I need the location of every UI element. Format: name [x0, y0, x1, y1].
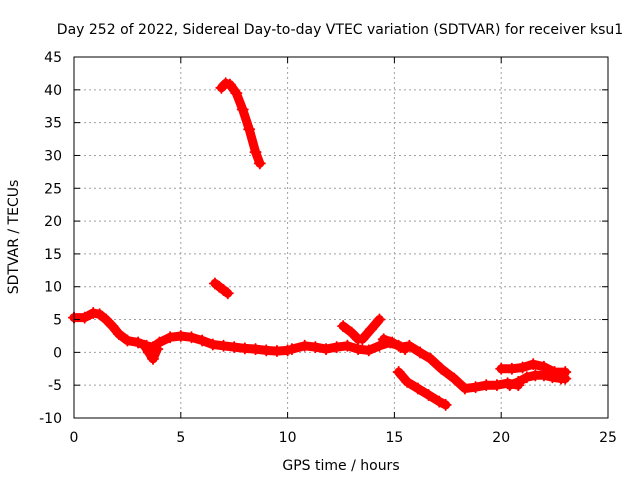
data-point	[260, 344, 273, 357]
data-point	[309, 341, 322, 354]
data-point	[495, 362, 508, 375]
data-point	[505, 362, 518, 375]
data-point	[527, 358, 540, 371]
data-point	[221, 287, 234, 300]
y-tick-label: 15	[44, 247, 62, 263]
data-point	[223, 78, 236, 91]
data-point	[185, 331, 198, 344]
data-point	[364, 323, 377, 336]
data-point	[377, 333, 390, 346]
data-point	[403, 339, 416, 352]
chart-title: Day 252 of 2022, Sidereal Day-to-day VTE…	[57, 22, 623, 38]
x-tick-label: 5	[176, 430, 185, 446]
data-point	[249, 146, 262, 159]
data-point	[422, 389, 435, 402]
y-tick-label: 25	[44, 181, 62, 197]
data-point	[87, 306, 100, 319]
data-point	[386, 336, 399, 349]
data-point	[458, 382, 471, 395]
y-tick-label: 5	[53, 313, 62, 329]
data-point	[151, 343, 164, 356]
data-point	[345, 326, 358, 339]
plot-frame	[73, 56, 609, 419]
y-tick-label: 35	[44, 116, 62, 132]
data-point	[78, 311, 91, 324]
data-point	[439, 398, 452, 411]
data-point	[249, 343, 262, 356]
data-point	[356, 333, 369, 346]
data-point	[546, 371, 559, 384]
data-point	[392, 366, 405, 379]
data-point	[100, 313, 113, 326]
data-point	[93, 308, 106, 321]
series-track	[210, 278, 233, 298]
y-tick-label: 0	[53, 345, 62, 361]
x-tick-label: 20	[492, 430, 510, 446]
y-tick-label: -5	[48, 378, 62, 394]
data-point	[480, 379, 493, 392]
y-tick-label: 10	[44, 280, 62, 296]
data-point	[230, 87, 243, 100]
series-layer	[68, 77, 572, 411]
data-point	[520, 371, 533, 384]
data-point	[142, 346, 155, 359]
data-point	[106, 320, 119, 333]
data-point	[132, 336, 145, 349]
data-point	[401, 375, 414, 388]
data-point	[164, 331, 177, 344]
data-point	[537, 369, 550, 382]
data-point	[559, 372, 572, 385]
data-point	[174, 329, 187, 342]
data-point	[373, 313, 386, 326]
y-axis-label: SDTVAR / TECUs	[6, 180, 22, 295]
data-point	[196, 334, 209, 347]
y-tick-label: 20	[44, 214, 62, 230]
data-point	[270, 345, 283, 358]
data-point	[138, 339, 151, 352]
data-point	[341, 339, 354, 352]
x-tick-label: 25	[599, 430, 617, 446]
data-point	[414, 346, 427, 359]
data-point	[433, 395, 446, 408]
data-point	[512, 375, 525, 388]
data-point	[411, 382, 424, 395]
x-tick-label: 0	[70, 430, 79, 446]
data-point	[298, 339, 311, 352]
data-point	[238, 342, 251, 355]
data-point	[469, 381, 482, 394]
data-point	[394, 341, 407, 354]
data-point	[352, 343, 365, 356]
data-point	[448, 372, 461, 385]
data-point	[503, 379, 516, 392]
data-point	[121, 334, 134, 347]
data-point	[228, 341, 241, 354]
data-point	[253, 157, 266, 170]
data-point	[285, 343, 298, 356]
data-point	[516, 361, 529, 374]
x-tick-label: 15	[385, 430, 403, 446]
data-point	[373, 339, 386, 352]
y-tick-label: 45	[44, 50, 62, 66]
data-point	[243, 123, 256, 136]
y-tick-label: -10	[39, 411, 62, 427]
series-track	[140, 341, 162, 364]
data-point	[147, 352, 160, 365]
data-point	[435, 362, 448, 375]
x-tick-label: 10	[279, 430, 297, 446]
y-tick-label: 40	[44, 83, 62, 99]
x-axis-label: GPS time / hours	[282, 458, 399, 474]
data-point	[424, 352, 437, 365]
data-point	[337, 320, 350, 333]
data-point	[490, 379, 503, 392]
data-point	[320, 343, 333, 356]
data-point	[112, 327, 125, 340]
data-point	[206, 338, 219, 351]
y-tick-label: 30	[44, 148, 62, 164]
data-point	[217, 339, 230, 352]
data-point	[236, 103, 249, 116]
data-point	[330, 341, 343, 354]
data-point	[362, 344, 375, 357]
tick-layer: 0 5 10 15 20 25 -10 -5 0 5 10 15 20 25 30 35 40 45	[39, 50, 617, 446]
